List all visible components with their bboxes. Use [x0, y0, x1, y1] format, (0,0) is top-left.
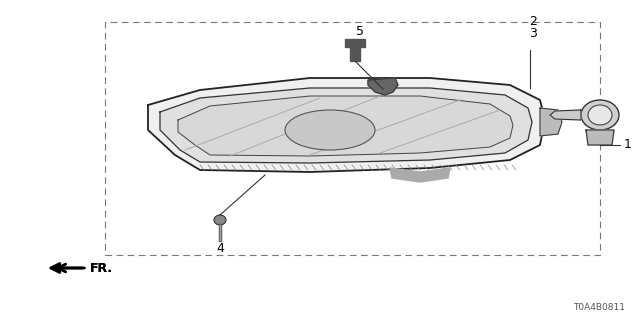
Polygon shape [550, 110, 581, 120]
Text: FR.: FR. [90, 261, 113, 275]
Polygon shape [178, 96, 513, 156]
Bar [105, 22, 600, 255]
Ellipse shape [581, 100, 619, 130]
Polygon shape [148, 78, 545, 172]
Text: 3: 3 [529, 27, 537, 40]
Text: FR.: FR. [58, 261, 113, 275]
Ellipse shape [214, 215, 226, 225]
Polygon shape [390, 168, 450, 182]
Polygon shape [345, 39, 365, 61]
Text: 5: 5 [356, 25, 364, 38]
Text: T0A4B0811: T0A4B0811 [573, 303, 625, 312]
Text: 1: 1 [624, 139, 632, 151]
Ellipse shape [285, 110, 375, 150]
Polygon shape [160, 88, 532, 163]
Ellipse shape [588, 105, 612, 125]
Polygon shape [540, 108, 562, 136]
Text: 2: 2 [529, 15, 537, 28]
Text: 4: 4 [216, 242, 224, 255]
Polygon shape [586, 130, 614, 145]
Polygon shape [368, 78, 398, 95]
